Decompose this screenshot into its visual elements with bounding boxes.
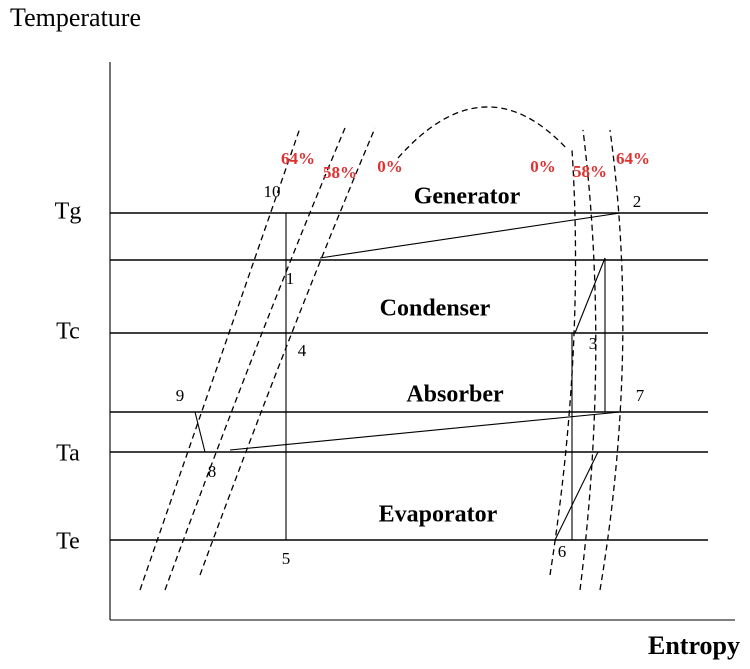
- zone-label: Generator: [414, 184, 521, 210]
- temp-label: Tg: [55, 199, 82, 225]
- concentration-label: 58%: [323, 163, 357, 182]
- point-label: 9: [176, 386, 185, 405]
- curve-64-right: [599, 129, 624, 591]
- point-label: 7: [636, 386, 645, 405]
- temp-label: Ta: [56, 441, 80, 467]
- cycle-line: [554, 451, 599, 541]
- temp-label: Tc: [56, 319, 80, 345]
- cycle-line: [574, 257, 606, 334]
- cycle-line: [194, 411, 206, 453]
- zone-label: Evaporator: [379, 502, 498, 528]
- cycle-line: [229, 411, 621, 451]
- concentration-label: 58%: [573, 162, 607, 181]
- point-label: 2: [633, 192, 642, 211]
- curve-0: [199, 127, 376, 576]
- point-label: 6: [558, 542, 567, 561]
- concentration-label: 0%: [377, 157, 403, 176]
- point-label: 10: [264, 182, 281, 201]
- curve-0-right: [549, 149, 577, 576]
- curve-58: [164, 127, 346, 591]
- concentration-label: 64%: [281, 149, 315, 168]
- concentration-label: 0%: [530, 157, 556, 176]
- zone-label: Absorber: [406, 382, 504, 408]
- zone-label: Condenser: [380, 296, 491, 322]
- cycle-line: [319, 212, 621, 259]
- x-axis-title: Entropy: [648, 631, 740, 660]
- temp-label: Te: [56, 529, 80, 555]
- y-axis-title: Temperature: [10, 3, 141, 32]
- point-label: 4: [298, 341, 307, 360]
- concentration-label: 64%: [616, 149, 650, 168]
- curve-58-right: [579, 129, 597, 591]
- point-label: 8: [208, 462, 217, 481]
- point-label: 3: [589, 334, 598, 353]
- point-label: 1: [286, 269, 295, 288]
- dome: [397, 106, 569, 159]
- point-label: 5: [282, 549, 291, 568]
- curve-64: [139, 127, 301, 591]
